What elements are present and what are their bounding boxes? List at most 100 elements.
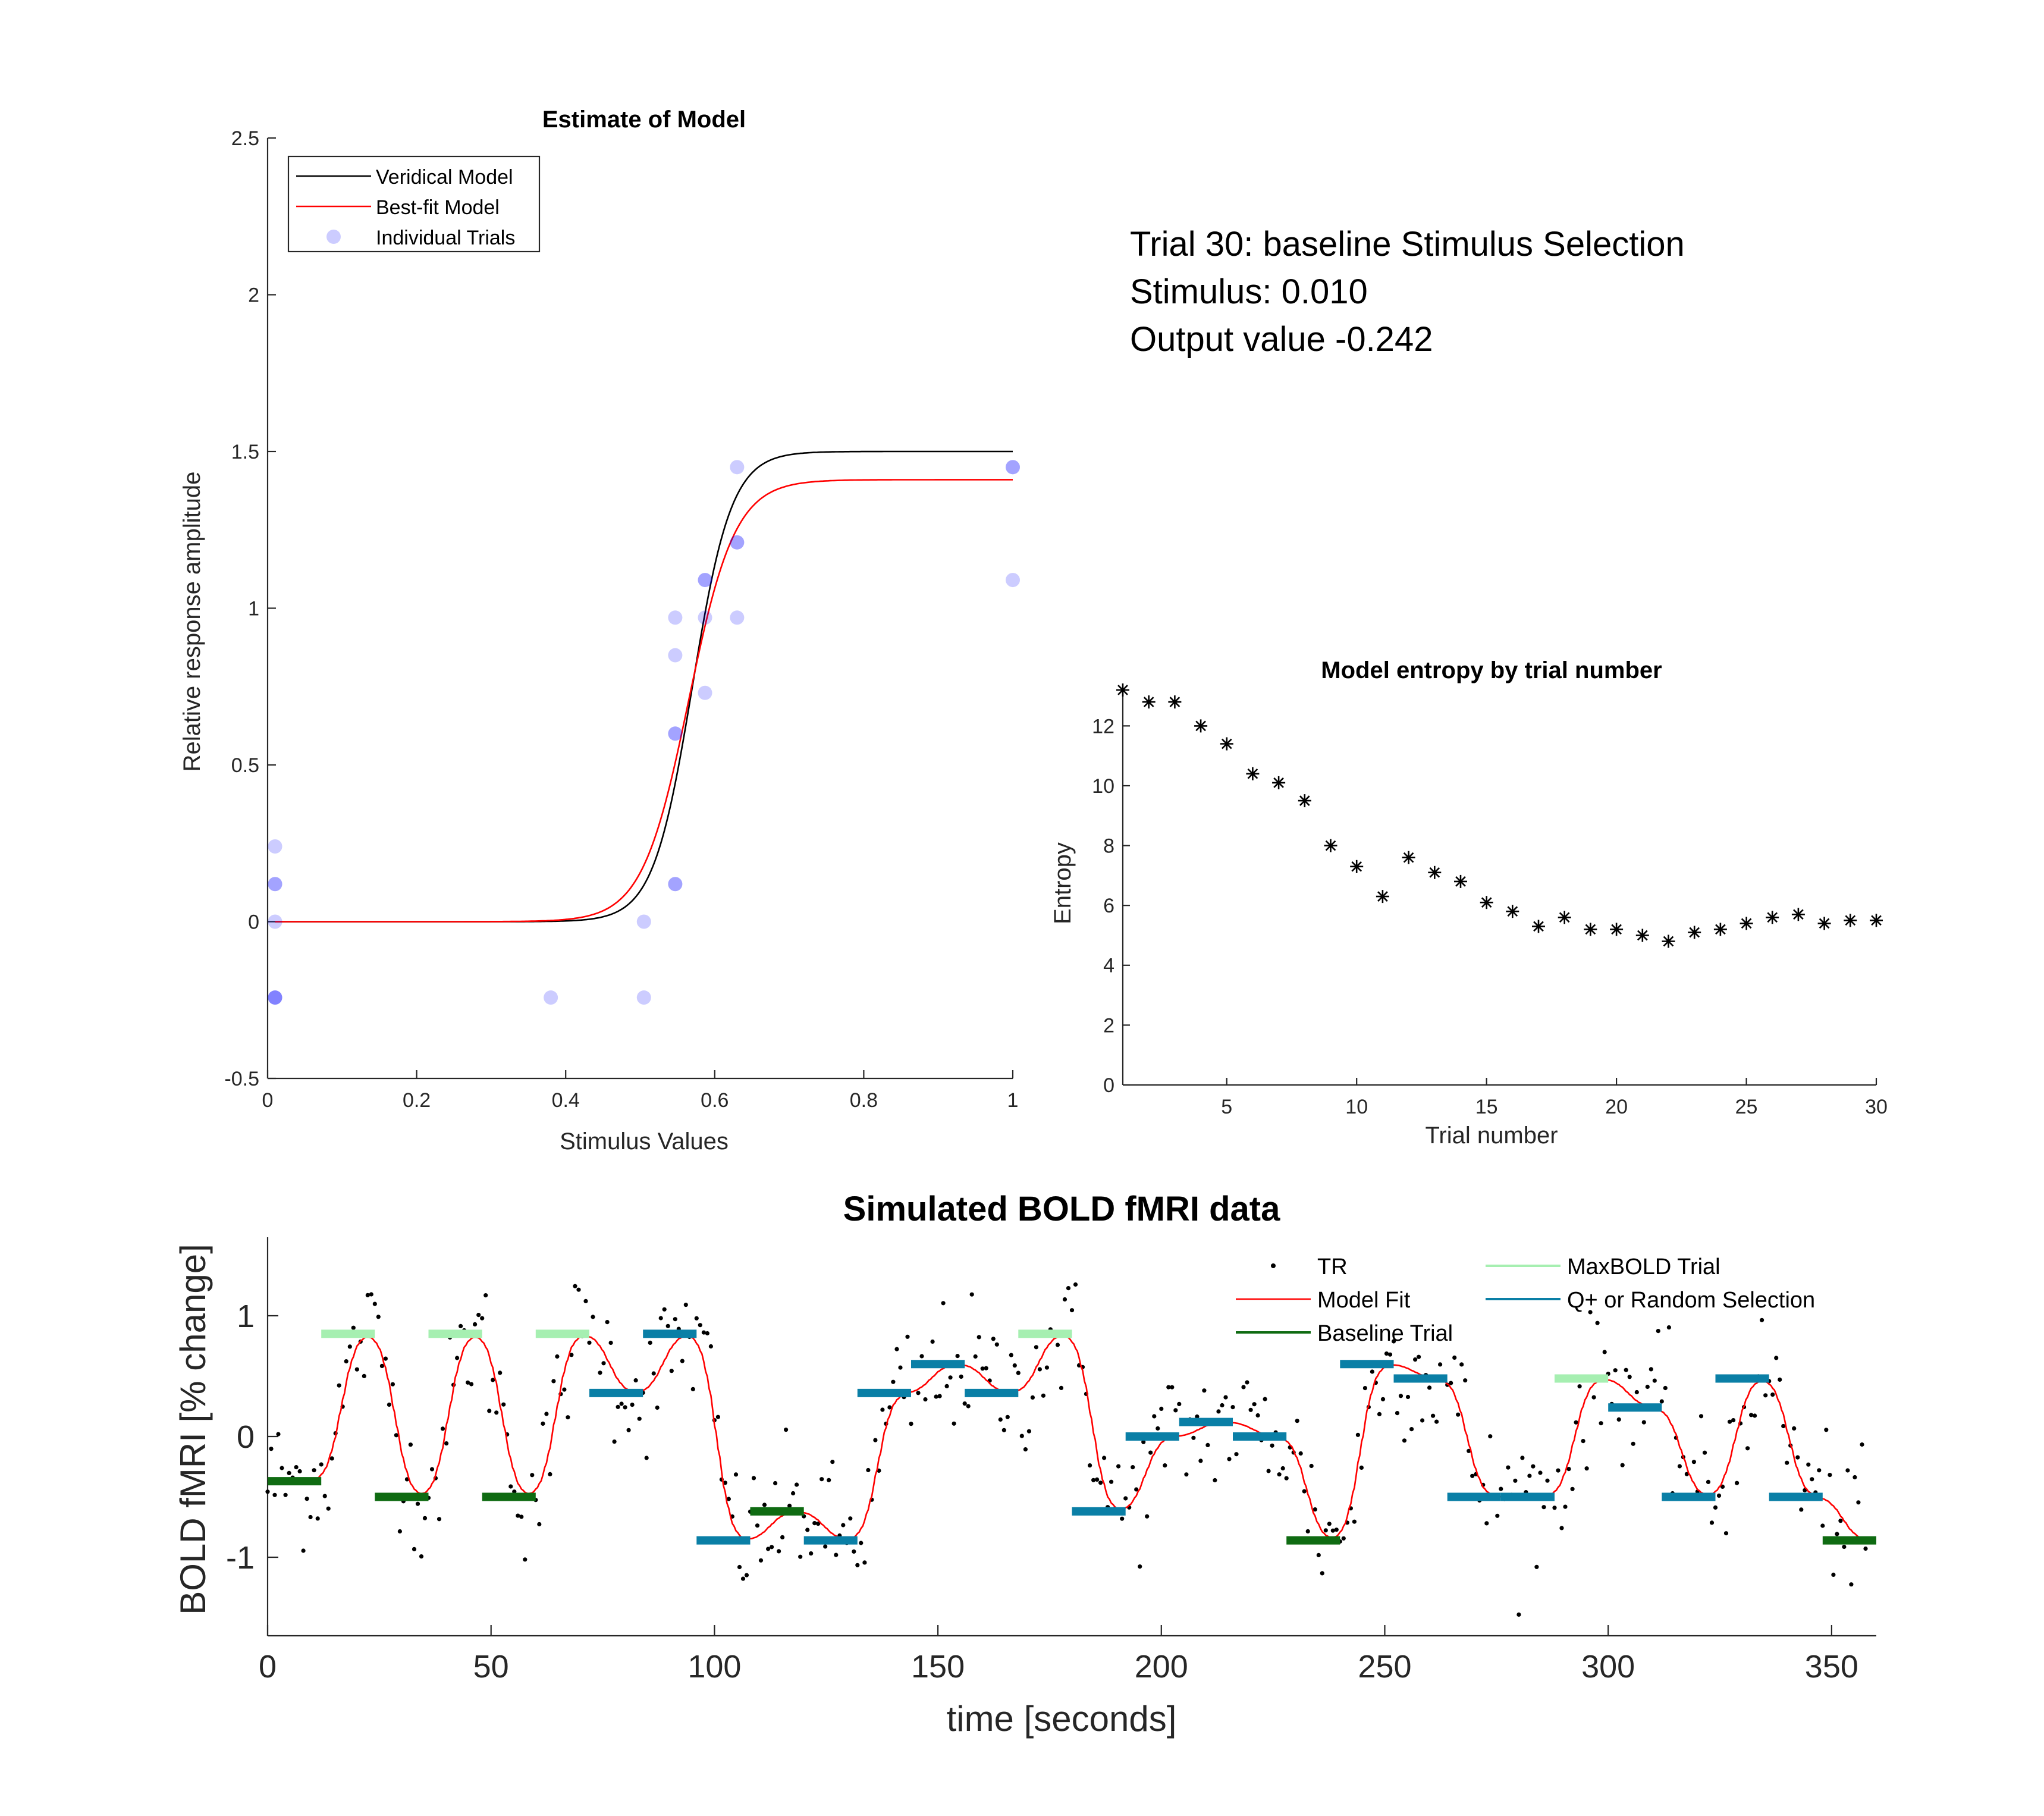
- tr-point: [944, 1384, 949, 1388]
- entropy-point: [1817, 917, 1831, 930]
- tr-point: [573, 1284, 577, 1288]
- tr-point: [390, 1382, 395, 1387]
- tr-point: [834, 1552, 839, 1557]
- tr-point: [1559, 1526, 1564, 1530]
- legend-veridical-label: Veridical Model: [376, 166, 513, 189]
- bold-x-tick-label: 0: [259, 1649, 277, 1685]
- individual-trial-point: [268, 990, 282, 1005]
- tr-point: [376, 1315, 381, 1319]
- tr-point: [1380, 1397, 1386, 1401]
- tr-point: [1220, 1403, 1224, 1408]
- model-y-tick-label: -0.5: [224, 1068, 259, 1090]
- tr-point: [969, 1292, 974, 1297]
- tr-point: [880, 1407, 885, 1412]
- individual-trial-point: [1006, 460, 1020, 475]
- tr-point: [344, 1359, 348, 1364]
- tr-point: [930, 1339, 935, 1344]
- model-x-tick-label: 0.8: [850, 1089, 878, 1112]
- tr-point: [1009, 1353, 1013, 1357]
- tr-point: [480, 1316, 485, 1321]
- tr-point: [848, 1516, 853, 1521]
- tr-point: [751, 1476, 756, 1481]
- tr-point: [619, 1401, 624, 1406]
- bold-y-axis-label: BOLD fMRI [% change]: [173, 1244, 213, 1615]
- tr-point: [512, 1489, 517, 1494]
- tr-point: [1277, 1472, 1282, 1477]
- tr-point: [1845, 1468, 1850, 1473]
- tr-point: [1159, 1406, 1164, 1411]
- tr-point: [1599, 1421, 1603, 1426]
- tr-point: [1484, 1521, 1489, 1526]
- tr-point: [1499, 1486, 1503, 1491]
- tr-point: [1824, 1428, 1829, 1432]
- tr-point: [365, 1293, 370, 1297]
- tr-point: [984, 1366, 988, 1370]
- tr-point: [1828, 1473, 1832, 1478]
- tr-point: [1016, 1370, 1021, 1375]
- tr-point: [823, 1544, 828, 1549]
- tr-point: [1849, 1582, 1854, 1587]
- tr-point: [541, 1421, 545, 1426]
- tr-point: [1391, 1339, 1396, 1344]
- model-x-tick-label: 1: [1007, 1089, 1019, 1112]
- tr-point: [1095, 1477, 1100, 1482]
- tr-point: [1316, 1552, 1321, 1557]
- tr-point: [1088, 1463, 1092, 1468]
- tr-point: [1716, 1493, 1722, 1498]
- entropy-point: [1402, 851, 1415, 864]
- tr-point: [555, 1354, 560, 1359]
- tr-point: [1427, 1385, 1432, 1390]
- tr-point: [444, 1441, 449, 1446]
- entropy-plot-area: 5 10 15 20 25 30 0 2 4 6 8 10 12: [1092, 683, 1888, 1118]
- individual-trial-point: [668, 726, 683, 741]
- tr-point: [265, 1489, 270, 1494]
- tr-point: [1709, 1520, 1715, 1525]
- tr-point: [798, 1554, 803, 1559]
- bold-chart-title: Simulated BOLD fMRI data: [843, 1190, 1280, 1228]
- tr-point: [587, 1340, 592, 1345]
- tr-point: [708, 1344, 713, 1349]
- tr-point: [1860, 1442, 1864, 1447]
- tr-point: [1330, 1528, 1335, 1533]
- tr-point: [1205, 1442, 1210, 1447]
- tr-point: [1320, 1571, 1324, 1576]
- tr-point: [805, 1528, 810, 1532]
- tr-point: [1420, 1418, 1425, 1423]
- tr-point: [566, 1415, 570, 1420]
- entropy-point: [1766, 911, 1779, 924]
- tr-point: [294, 1465, 299, 1470]
- tr-point: [1059, 1385, 1064, 1390]
- tr-point: [1398, 1394, 1404, 1398]
- tr-point: [1030, 1395, 1035, 1400]
- entropy-point: [1713, 923, 1727, 936]
- bold-y-tick-label: 0: [237, 1419, 255, 1455]
- tr-point: [329, 1456, 334, 1461]
- tr-point: [937, 1394, 942, 1398]
- tr-point: [1835, 1532, 1839, 1536]
- tr-point: [1677, 1464, 1682, 1469]
- tr-point: [795, 1482, 799, 1487]
- tr-point: [651, 1371, 656, 1376]
- tr-point: [297, 1469, 302, 1474]
- tr-point: [1091, 1478, 1096, 1482]
- tr-point: [770, 1545, 774, 1550]
- tr-point: [1191, 1435, 1196, 1440]
- tr-point: [1227, 1457, 1232, 1461]
- tr-point: [1641, 1420, 1646, 1425]
- tr-point: [1624, 1368, 1628, 1372]
- tr-point: [1584, 1466, 1589, 1471]
- tr-point: [1131, 1465, 1135, 1470]
- tr-point: [1359, 1465, 1364, 1470]
- tr-point: [1012, 1363, 1017, 1368]
- tr-point: [830, 1460, 835, 1464]
- tr-point: [744, 1573, 749, 1577]
- tr-point: [1745, 1446, 1750, 1451]
- individual-trial-point: [730, 610, 745, 625]
- tr-point: [1763, 1393, 1768, 1398]
- tr-point: [1001, 1428, 1006, 1432]
- tr-point: [351, 1325, 356, 1330]
- bold-x-tick-label: 150: [911, 1649, 965, 1685]
- legend-tr-swatch: [1271, 1263, 1276, 1268]
- individual-trial-point: [268, 914, 282, 929]
- individual-trial-point: [1006, 573, 1020, 588]
